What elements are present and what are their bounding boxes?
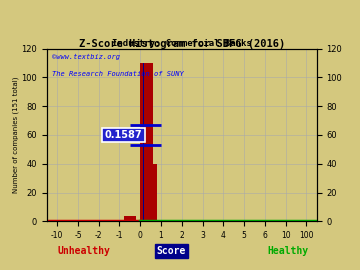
Text: 0.1587: 0.1587 <box>105 130 143 140</box>
Y-axis label: Number of companies (151 total): Number of companies (151 total) <box>12 77 19 193</box>
Text: Industry: Commercial Banks: Industry: Commercial Banks <box>112 39 252 48</box>
Text: ©www.textbiz.org: ©www.textbiz.org <box>52 54 120 60</box>
Bar <box>148 164 157 221</box>
Text: The Research Foundation of SUNY: The Research Foundation of SUNY <box>52 71 184 77</box>
Bar <box>143 63 144 221</box>
Text: Unhealthy: Unhealthy <box>58 246 111 256</box>
Bar <box>123 216 136 221</box>
Text: Score: Score <box>157 246 186 256</box>
Text: Healthy: Healthy <box>267 246 309 256</box>
Title: Z-Score Histogram for SBFG (2016): Z-Score Histogram for SBFG (2016) <box>79 39 285 49</box>
Bar <box>140 63 153 221</box>
